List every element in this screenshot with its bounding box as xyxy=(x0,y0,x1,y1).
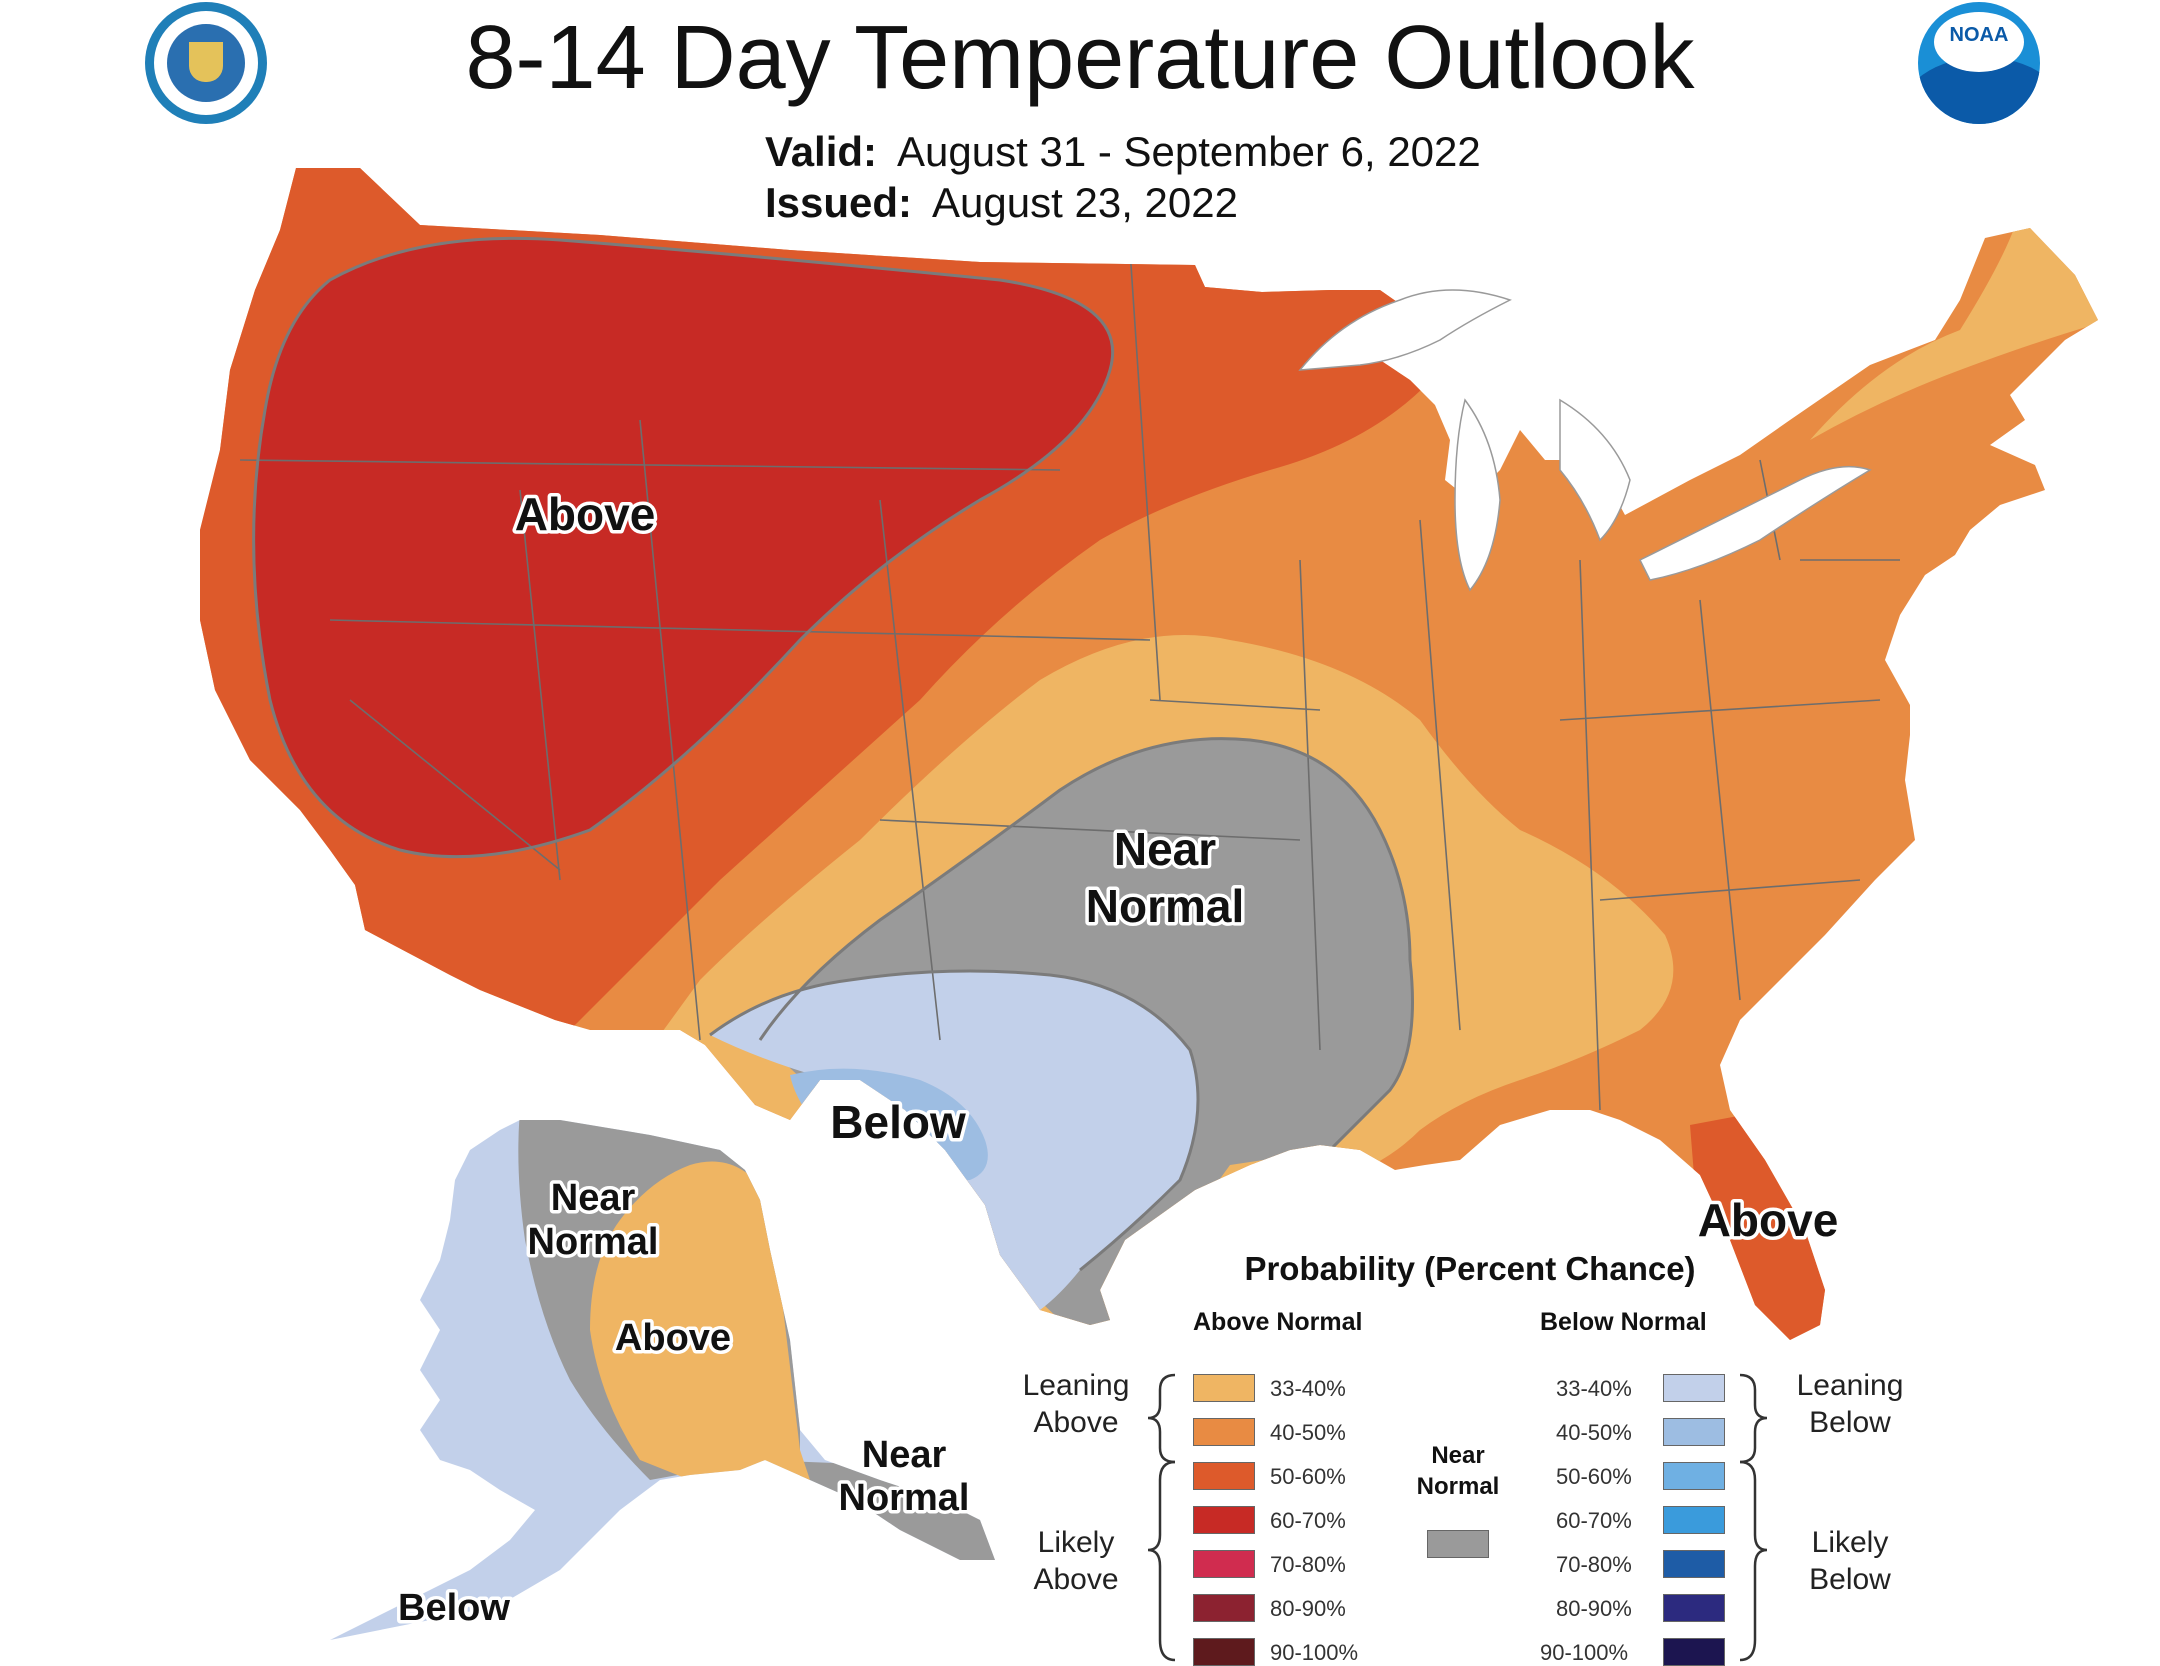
legend-title: Probability (Percent Chance) xyxy=(1244,1250,1696,1287)
pct-above-60-70: 60-70% xyxy=(1270,1508,1346,1533)
noaa-logo-text: NOAA xyxy=(1949,24,2009,46)
label-south-near: Near xyxy=(1114,823,1216,875)
label-west-above: Above xyxy=(515,488,656,540)
conus-map xyxy=(200,168,2098,1340)
label-ak-above: Above xyxy=(615,1317,731,1359)
pct-above-70-80: 70-80% xyxy=(1270,1552,1346,1577)
valid-dates: Valid: August 31 - September 6, 2022 xyxy=(765,127,1481,177)
contour-lines xyxy=(252,236,1414,1272)
lake-erie-ontario xyxy=(1638,465,1872,581)
zone-above-60-70 xyxy=(253,238,1113,857)
leaning-below-line1: Leaning xyxy=(1796,1369,1904,1402)
pct-below-90-100: 90-100% xyxy=(1540,1640,1629,1665)
likely-above-line2: Above xyxy=(1033,1563,1119,1596)
lake-superior xyxy=(1298,289,1512,371)
leaning-above-line1: Leaning xyxy=(1022,1369,1130,1402)
brace-likely-below xyxy=(1739,1460,1768,1662)
near-normal-line1: Near xyxy=(1431,1442,1485,1469)
pct-above-90-100: 90-100% xyxy=(1270,1640,1359,1665)
swatch-below-90-100 xyxy=(1663,1638,1725,1666)
great-lakes xyxy=(1298,289,1872,592)
label-ak-normal: Normal xyxy=(528,1221,659,1263)
legend-above-heading: Above Normal xyxy=(1193,1308,1363,1336)
noaa-logo: NOAA xyxy=(1918,2,2040,124)
legend-likely-below: Likely Below xyxy=(1780,1524,1920,1598)
pct-below-40-50: 40-50% xyxy=(1556,1420,1632,1445)
pct-above-33-40: 33-40% xyxy=(1270,1376,1346,1401)
brace-leaning-above xyxy=(1147,1373,1176,1464)
legend-below-heading: Below Normal xyxy=(1540,1308,1707,1336)
swatch-above-90-100 xyxy=(1193,1638,1255,1666)
issued-date: Issued: August 23, 2022 xyxy=(765,178,1238,228)
swatch-above-40-50 xyxy=(1193,1418,1255,1446)
brace-leaning-below xyxy=(1739,1373,1768,1464)
pct-below-80-90: 80-90% xyxy=(1556,1596,1632,1621)
pct-below-70-80: 70-80% xyxy=(1556,1552,1632,1577)
leaning-below-line2: Below xyxy=(1809,1406,1891,1439)
likely-below-line1: Likely xyxy=(1811,1526,1889,1559)
swatch-below-60-70 xyxy=(1663,1506,1725,1534)
near-normal-line2: Normal xyxy=(1416,1473,1500,1500)
swatch-above-60-70 xyxy=(1193,1506,1255,1534)
label-ak-near: Near xyxy=(551,1177,636,1219)
legend-leaning-above: Leaning Above xyxy=(1006,1367,1146,1441)
swatch-below-50-60 xyxy=(1663,1462,1725,1490)
pct-above-40-50: 40-50% xyxy=(1270,1420,1346,1445)
pct-below-50-60: 50-60% xyxy=(1556,1464,1632,1489)
swatch-above-50-60 xyxy=(1193,1462,1255,1490)
doc-seal-logo xyxy=(145,2,267,124)
ak-zone-above-33-40 xyxy=(590,1161,810,1480)
likely-above-line1: Likely xyxy=(1037,1526,1115,1559)
label-ak-below: Below xyxy=(398,1587,510,1629)
swatch-above-70-80 xyxy=(1193,1550,1255,1578)
legend-likely-above: Likely Above xyxy=(1006,1524,1146,1598)
issued-value: August 23, 2022 xyxy=(932,179,1238,226)
swatch-above-33-40 xyxy=(1193,1374,1255,1402)
lake-huron xyxy=(1559,398,1631,542)
pct-above-80-90: 80-90% xyxy=(1270,1596,1346,1621)
label-ak-se-near: Near xyxy=(862,1434,947,1476)
swatch-below-40-50 xyxy=(1663,1418,1725,1446)
legend-braces xyxy=(1147,1373,1768,1662)
swatch-below-80-90 xyxy=(1663,1594,1725,1622)
brace-likely-above xyxy=(1147,1460,1176,1662)
pct-below-60-70: 60-70% xyxy=(1556,1508,1632,1533)
likely-below-line2: Below xyxy=(1809,1563,1891,1596)
valid-value: August 31 - September 6, 2022 xyxy=(897,128,1481,175)
leaning-above-line2: Above xyxy=(1033,1406,1119,1439)
pct-below-33-40: 33-40% xyxy=(1556,1376,1632,1401)
legend-leaning-below: Leaning Below xyxy=(1780,1367,1920,1441)
alaska-map xyxy=(330,1120,995,1640)
legend-near-normal-swatch xyxy=(1427,1530,1489,1558)
pct-above-50-60: 50-60% xyxy=(1270,1464,1346,1489)
lake-michigan xyxy=(1454,398,1501,592)
issued-label: Issued: xyxy=(765,179,913,226)
label-florida-above: Above xyxy=(1698,1194,1839,1246)
legend-near-normal-label: Near Normal xyxy=(1398,1440,1518,1502)
map-title: 8-14 Day Temperature Outlook xyxy=(465,8,1695,108)
swatch-above-80-90 xyxy=(1193,1594,1255,1622)
valid-label: Valid: xyxy=(765,128,878,175)
swatch-below-33-40 xyxy=(1663,1374,1725,1402)
label-south-below: Below xyxy=(830,1096,966,1148)
zone-above-33-40-northeast xyxy=(1810,210,2098,440)
label-south-normal: Normal xyxy=(1086,880,1244,932)
zone-above-50-60-florida xyxy=(1690,1110,1860,1340)
swatch-below-70-80 xyxy=(1663,1550,1725,1578)
label-ak-se-normal: Normal xyxy=(839,1477,970,1519)
